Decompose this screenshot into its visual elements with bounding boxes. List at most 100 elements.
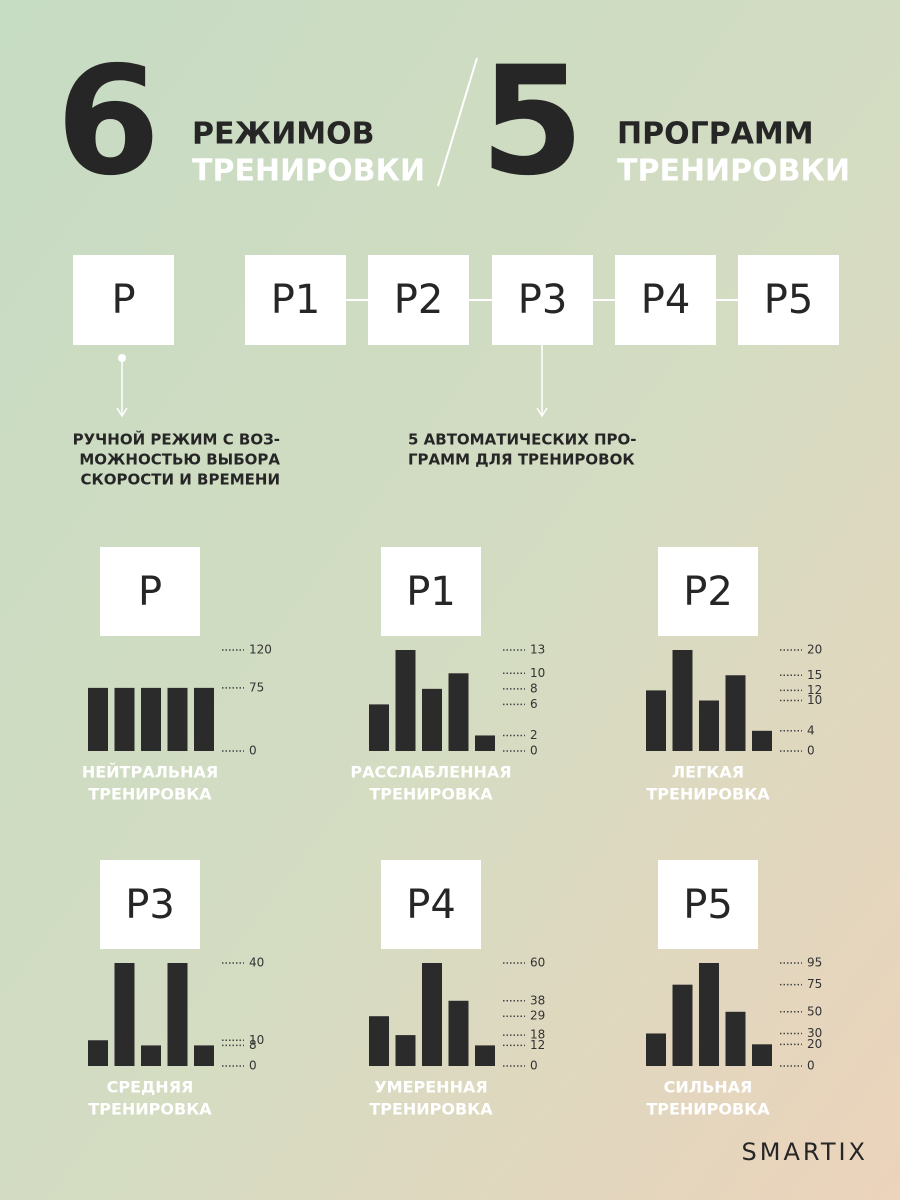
y-tick-label: 0 xyxy=(530,744,538,758)
bar xyxy=(422,963,442,1066)
mode-box xyxy=(245,255,346,345)
bar xyxy=(369,1016,389,1066)
bar xyxy=(422,688,442,751)
note: 5 АВТОМАТИЧЕСКИХ ПРО- xyxy=(408,431,637,449)
chart-title-box xyxy=(658,860,758,949)
mode-label: P1 xyxy=(271,277,321,323)
bar xyxy=(672,650,693,751)
y-tick-label: 120 xyxy=(249,643,272,657)
bar xyxy=(194,687,214,751)
y-tick-label: 10 xyxy=(249,1033,264,1047)
bar xyxy=(167,687,188,751)
bar xyxy=(114,963,135,1066)
y-tick-label: 40 xyxy=(249,956,264,970)
bar xyxy=(395,1035,416,1066)
arrow-head xyxy=(536,407,548,418)
mode-label: P4 xyxy=(641,277,691,323)
y-tick-label: 50 xyxy=(807,1004,822,1018)
chart-title: P4 xyxy=(406,882,456,928)
mode-box xyxy=(73,255,174,345)
chart-title: P3 xyxy=(125,882,175,928)
y-tick-label: 13 xyxy=(530,643,545,657)
bar xyxy=(752,1044,772,1066)
y-tick-label: 75 xyxy=(249,680,264,694)
bar xyxy=(88,687,108,751)
chart-title: P xyxy=(138,569,162,615)
y-tick-label: 60 xyxy=(530,956,545,970)
header-number: 5 xyxy=(480,35,584,209)
y-tick-label: 38 xyxy=(530,993,545,1007)
chart-title: P5 xyxy=(683,882,733,928)
y-tick-label: 0 xyxy=(807,1059,815,1073)
chart-caption: ЛЕГКАЯ xyxy=(672,763,744,782)
chart-title-box xyxy=(100,547,200,636)
y-tick-label: 0 xyxy=(807,744,815,758)
y-tick-label: 0 xyxy=(249,744,257,758)
bar xyxy=(699,700,719,751)
chart-title-box xyxy=(658,547,758,636)
bar xyxy=(114,687,135,751)
chart-caption: РАССЛАБЛЕННАЯ xyxy=(350,763,511,782)
y-tick-label: 0 xyxy=(249,1059,257,1073)
note: РУЧНОЙ РЕЖИМ С ВОЗ- xyxy=(73,430,280,449)
bar xyxy=(646,1033,666,1066)
bar xyxy=(672,984,693,1066)
mode-label: P3 xyxy=(518,277,568,323)
mode-label: P5 xyxy=(764,277,814,323)
y-tick-label: 30 xyxy=(807,1026,822,1040)
header-number: 6 xyxy=(56,35,160,209)
bar xyxy=(141,1045,161,1066)
chart-title-box xyxy=(100,860,200,949)
chart-caption: СРЕДНЯЯ xyxy=(107,1078,194,1097)
mode-box xyxy=(615,255,716,345)
header-line: ТРЕНИРОВКИ xyxy=(192,154,425,189)
chart-caption: ТРЕНИРОВКА xyxy=(646,1100,770,1119)
mode-box xyxy=(738,255,839,345)
bar xyxy=(646,690,666,751)
chart-title: P2 xyxy=(683,569,733,615)
y-tick-label: 6 xyxy=(530,697,538,711)
chart-caption: ТРЕНИРОВКА xyxy=(88,785,212,804)
y-tick-label: 12 xyxy=(807,683,822,697)
bar xyxy=(752,730,772,751)
y-tick-label: 10 xyxy=(530,666,545,680)
chart-caption: УМЕРЕННАЯ xyxy=(374,1078,487,1097)
y-tick-label: 20 xyxy=(807,643,822,657)
y-tick-label: 20 xyxy=(807,1037,822,1051)
chart-caption: ТРЕНИРОВКА xyxy=(646,785,770,804)
note: СКОРОСТИ И ВРЕМЕНИ xyxy=(80,471,280,489)
y-tick-label: 8 xyxy=(530,681,538,695)
bar xyxy=(395,650,416,751)
bar xyxy=(194,1045,214,1066)
bar xyxy=(475,1045,495,1066)
header-line: ТРЕНИРОВКИ xyxy=(617,154,850,189)
brand: SMARTIX xyxy=(742,1138,868,1166)
y-tick-label: 10 xyxy=(807,693,822,707)
bar xyxy=(448,673,469,751)
y-tick-label: 4 xyxy=(807,723,815,737)
mode-label: P2 xyxy=(394,277,444,323)
divider xyxy=(437,57,478,187)
header-line: ПРОГРАММ xyxy=(617,117,814,152)
y-tick-label: 29 xyxy=(530,1009,545,1023)
chart-title-box xyxy=(381,547,481,636)
bar xyxy=(141,687,161,751)
note: МОЖНОСТЬЮ ВЫБОРА xyxy=(79,451,280,469)
y-tick-label: 2 xyxy=(530,728,538,742)
bar xyxy=(475,735,495,751)
y-tick-label: 0 xyxy=(530,1059,538,1073)
y-tick-label: 95 xyxy=(807,956,822,970)
mode-label: P xyxy=(111,277,135,323)
y-tick-label: 75 xyxy=(807,977,822,991)
bar xyxy=(725,1011,746,1066)
header-line: РЕЖИМОВ xyxy=(192,117,375,152)
chart-caption: ТРЕНИРОВКА xyxy=(369,1100,493,1119)
bar xyxy=(88,1040,108,1066)
y-tick-label: 18 xyxy=(530,1028,545,1042)
note: ГРАММ ДЛЯ ТРЕНИРОВОК xyxy=(408,451,635,469)
y-tick-label: 8 xyxy=(249,1038,257,1052)
bar xyxy=(369,704,389,751)
mode-box xyxy=(368,255,469,345)
chart-caption: СИЛЬНАЯ xyxy=(664,1078,753,1097)
chart-caption: НЕЙТРАЛЬНАЯ xyxy=(82,763,218,782)
